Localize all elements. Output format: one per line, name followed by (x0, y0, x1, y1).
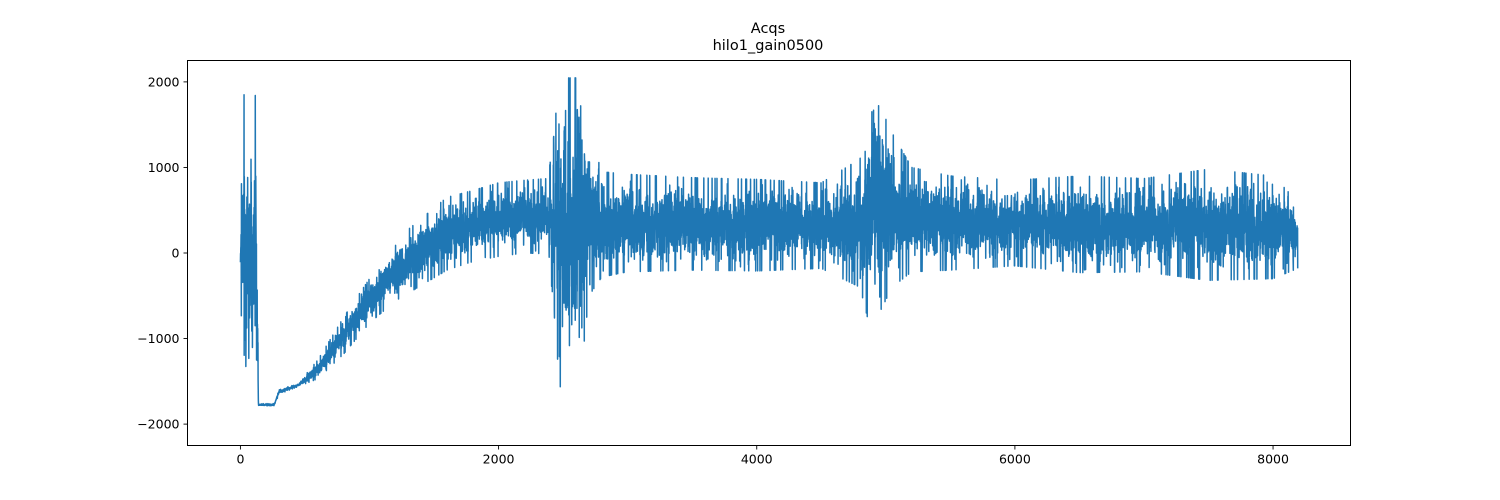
y-tick-label: −2000 (137, 417, 179, 432)
y-axis-ticks: −2000 −1000 0 1000 2000 (137, 74, 188, 432)
x-tick-label: 6000 (999, 452, 1031, 467)
x-axis-ticks: 0 2000 4000 6000 8000 (236, 445, 1289, 467)
x-tick-label: 4000 (741, 452, 773, 467)
y-tick-label: 1000 (148, 160, 180, 175)
series-line (239, 77, 1299, 407)
chart-subtitle: hilo1_gain0500 (713, 38, 824, 54)
chart-title: Acqs (751, 21, 785, 37)
y-tick-label: 0 (172, 246, 180, 261)
x-tick-label: 8000 (1257, 452, 1289, 467)
plot-frame (187, 60, 1351, 446)
x-tick-label: 0 (236, 452, 244, 467)
plot-series (239, 77, 1299, 407)
y-tick-label: −1000 (137, 331, 179, 346)
y-tick-label: 2000 (148, 74, 180, 89)
x-tick-label: 2000 (483, 452, 515, 467)
